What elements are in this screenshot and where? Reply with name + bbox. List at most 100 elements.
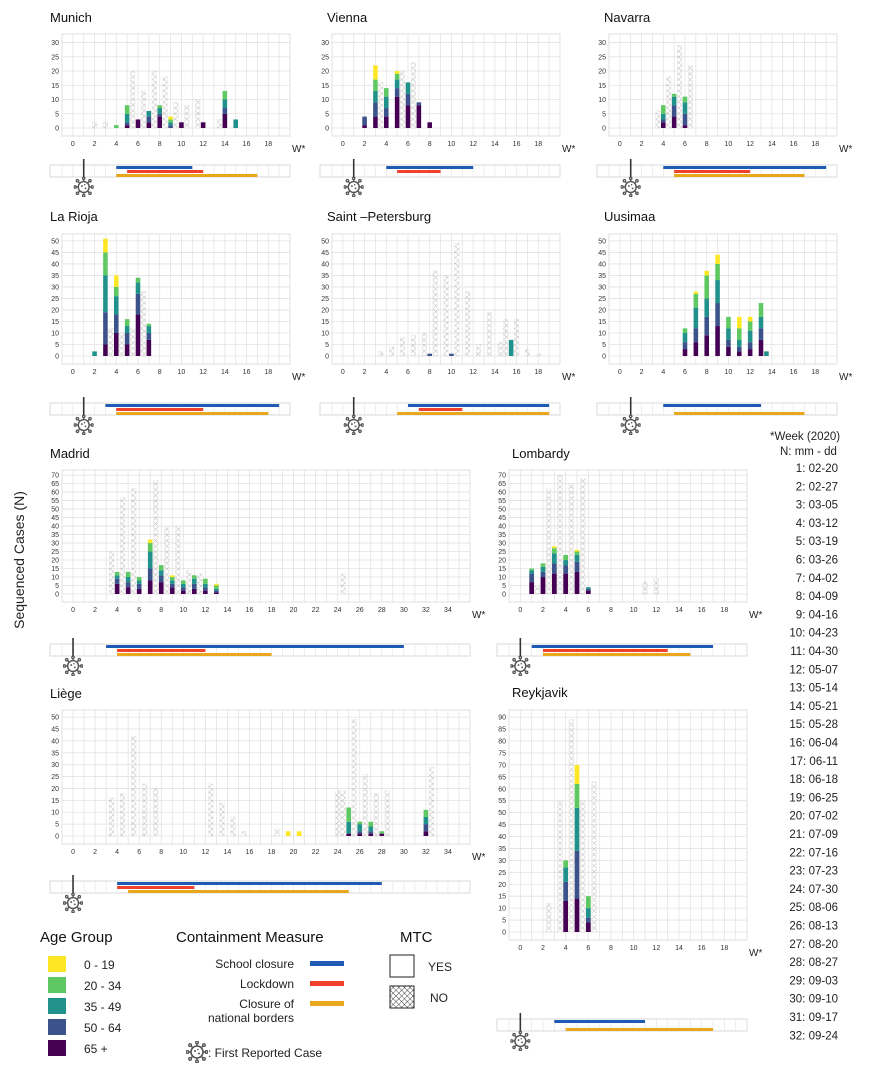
bar-segment xyxy=(416,105,422,128)
x-tick-label: 14 xyxy=(768,141,776,148)
bar-segment xyxy=(362,125,367,128)
panel-title: Uusimaa xyxy=(604,209,656,224)
y-tick-label: 65 xyxy=(498,481,506,488)
bar-segment xyxy=(179,122,184,128)
bar-segment xyxy=(693,293,699,308)
x-tick-label: 18 xyxy=(264,141,272,148)
x-tick-label: 8 xyxy=(158,141,162,148)
bar-segment xyxy=(682,332,688,343)
x-axis-suffix: W* xyxy=(562,144,575,155)
bar-segment xyxy=(693,291,699,294)
mtc-yes-swatch xyxy=(389,954,415,978)
bar-segment xyxy=(682,328,688,333)
x-tick-label: 4 xyxy=(114,369,118,376)
y-tick-label: 20 xyxy=(51,69,59,76)
y-tick-label: 45 xyxy=(51,250,59,257)
bar-segment xyxy=(157,116,162,128)
first-case-virus-icon xyxy=(343,177,364,197)
y-tick-label: 0 xyxy=(602,354,606,361)
y-tick-label: 70 xyxy=(498,762,506,769)
bar-segment xyxy=(157,113,162,117)
y-tick-label: 45 xyxy=(498,515,506,522)
bar-mtc-no xyxy=(351,719,357,837)
x-tick-label: 20 xyxy=(290,607,298,614)
bar-segment xyxy=(168,122,173,126)
y-tick-label: 10 xyxy=(498,575,506,582)
bar-segment xyxy=(125,577,131,583)
bar-segment xyxy=(147,543,153,552)
y-tick-label: 5 xyxy=(55,583,59,590)
bar-segment xyxy=(747,321,753,331)
bar-segment xyxy=(124,332,130,345)
bar-segment xyxy=(168,116,173,120)
week-legend-item: 20: 07-02 xyxy=(789,811,838,823)
borders-closure-bar xyxy=(674,174,805,177)
bar-segment xyxy=(169,577,175,581)
bar-mtc-no xyxy=(274,828,280,837)
bar-segment xyxy=(158,570,164,576)
x-tick-label: 0 xyxy=(618,369,622,376)
y-tick-label: 65 xyxy=(51,481,59,488)
bar-mtc-no xyxy=(580,478,586,595)
panel-saint-petersburg: Saint –Petersburg 0 5 10 15 20 25 30 35 40 45 50 0 2 4… xyxy=(319,209,575,435)
bar-mtc-no xyxy=(642,581,648,595)
y-tick-label: 30 xyxy=(321,40,329,47)
bar-mtc-no xyxy=(400,337,406,357)
bar-segment xyxy=(135,277,141,283)
bar-mtc-no xyxy=(362,773,368,837)
x-tick-label: 12 xyxy=(201,607,209,614)
y-tick-label: 25 xyxy=(498,549,506,556)
bar-mtc-no xyxy=(514,318,520,357)
bar-segment xyxy=(114,575,120,579)
bar-segment xyxy=(574,551,580,555)
bar-mtc-no xyxy=(216,119,222,129)
bar-segment xyxy=(169,587,175,594)
y-tick-label: 20 xyxy=(51,786,59,793)
bar-segment xyxy=(125,587,131,594)
bar-mtc-no xyxy=(153,788,159,837)
bar-segment xyxy=(214,585,219,589)
first-case-virus-icon xyxy=(186,1041,208,1063)
y-tick-label: 15 xyxy=(598,319,606,326)
bar-segment xyxy=(747,316,753,322)
bar-segment xyxy=(394,96,400,128)
week-legend-item: 6: 03-26 xyxy=(796,555,838,567)
y-tick-label: 35 xyxy=(498,846,506,853)
bar-mtc-no xyxy=(340,573,346,595)
y-tick-label: 30 xyxy=(51,541,59,548)
panel-title: Lombardy xyxy=(512,446,570,461)
bar-segment xyxy=(233,119,238,128)
bar-segment xyxy=(373,79,378,91)
first-case-virus-icon xyxy=(63,656,84,676)
bar-segment xyxy=(715,326,720,356)
bar-segment xyxy=(704,298,709,317)
panel-title: Reykjavik xyxy=(512,685,568,700)
y-axis-label: Sequenced Cases (N) xyxy=(11,491,27,629)
school-closure-bar xyxy=(386,166,474,169)
y-tick-label: 10 xyxy=(321,97,329,104)
y-tick-label: 20 xyxy=(51,558,59,565)
bar-segment xyxy=(540,566,546,572)
x-tick-label: 16 xyxy=(790,141,798,148)
bar-segment xyxy=(373,90,378,103)
bar-segment xyxy=(551,546,557,549)
y-tick-label: 70 xyxy=(498,473,506,480)
x-tick-label: 10 xyxy=(725,369,733,376)
plot-area xyxy=(508,709,748,941)
bar-mtc-no xyxy=(208,783,214,837)
x-tick-label: 14 xyxy=(491,141,499,148)
bar-mtc-no xyxy=(591,781,597,933)
week-legend-item: 4: 03-12 xyxy=(796,518,838,530)
bar-segment xyxy=(373,102,378,117)
bar-segment xyxy=(427,353,432,356)
y-tick-label: 30 xyxy=(498,858,506,865)
x-tick-label: 22 xyxy=(312,607,320,614)
x-tick-label: 2 xyxy=(93,607,97,614)
panel-munich: Munich 0 5 10 15 20 25 30 0 2 4 6 8 10 12 14 16 18 W* xyxy=(49,10,305,197)
panel-title: Saint –Petersburg xyxy=(327,209,431,224)
bar-segment xyxy=(368,821,374,827)
bar-segment xyxy=(726,346,731,356)
y-tick-label: 35 xyxy=(321,273,329,280)
